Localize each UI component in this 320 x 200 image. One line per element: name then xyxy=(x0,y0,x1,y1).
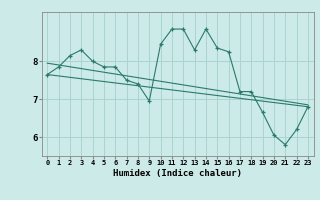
X-axis label: Humidex (Indice chaleur): Humidex (Indice chaleur) xyxy=(113,169,242,178)
